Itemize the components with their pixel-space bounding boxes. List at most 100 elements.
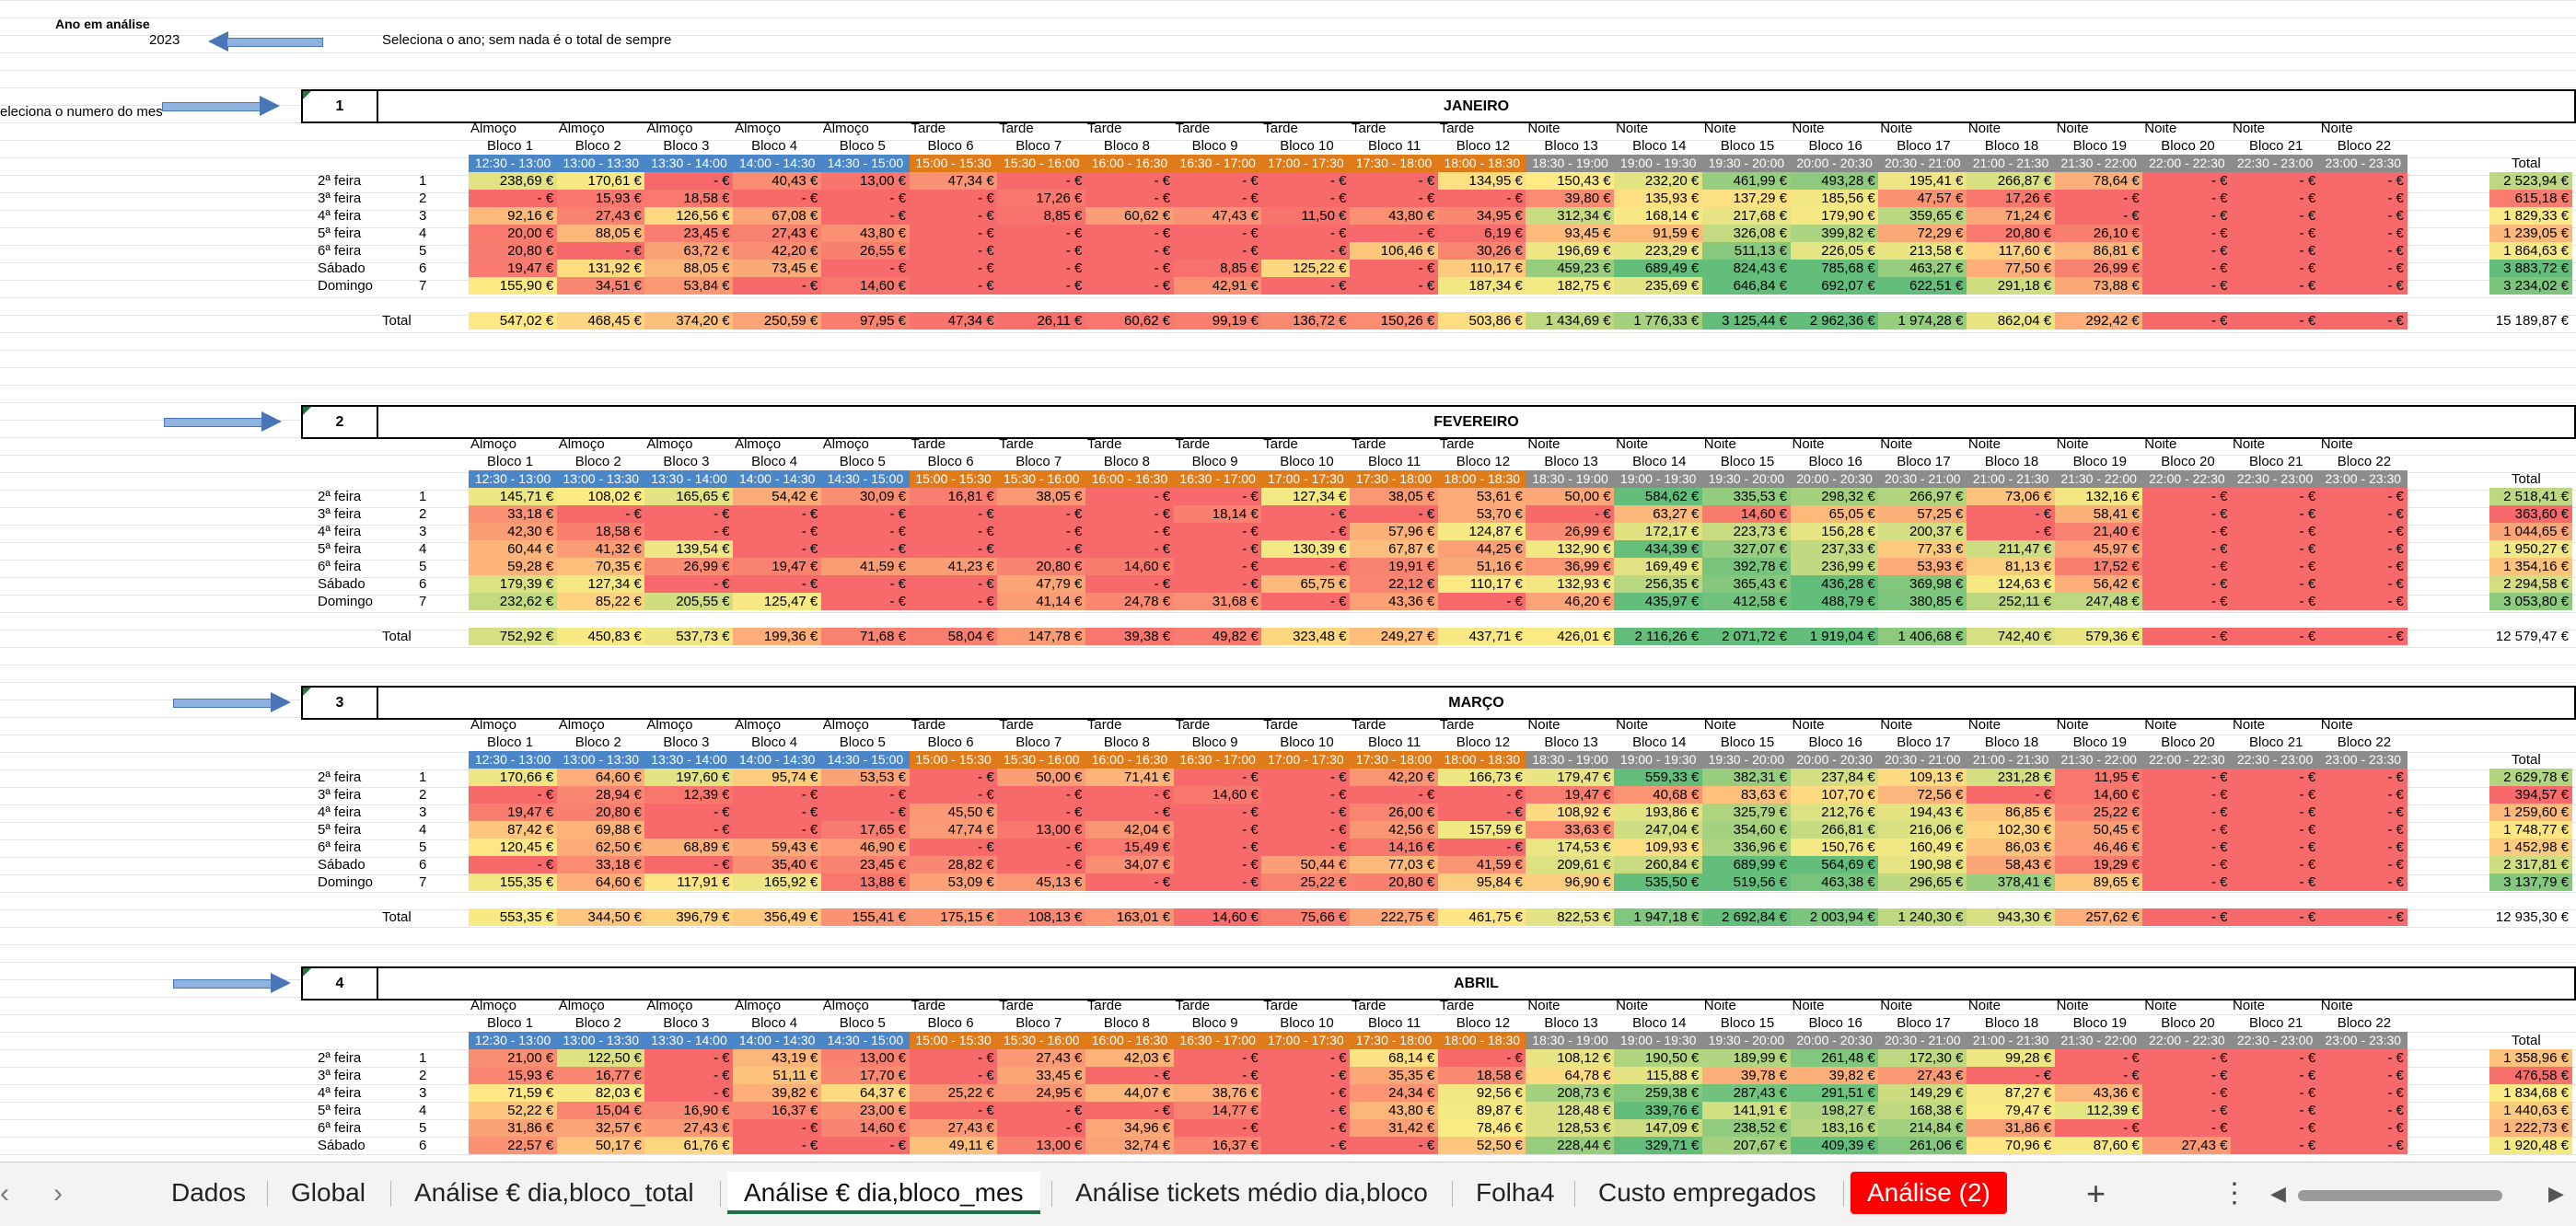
value-cell[interactable]: - € <box>2318 786 2408 804</box>
value-cell[interactable]: 110,17 € <box>1437 260 1526 277</box>
row-total-cell[interactable]: 1 834,68 € <box>2489 1084 2572 1102</box>
value-cell[interactable]: 365,43 € <box>1701 575 1791 593</box>
value-cell[interactable]: 109,13 € <box>1878 769 1967 786</box>
value-cell[interactable]: 20,80 € <box>1966 225 2056 242</box>
value-cell[interactable]: 329,71 € <box>1614 1137 1703 1154</box>
value-cell[interactable]: 27,43 € <box>1878 1067 1967 1084</box>
column-total-cell[interactable]: 2 692,84 € <box>1701 908 1791 926</box>
value-cell[interactable]: - € <box>2142 523 2232 540</box>
value-cell[interactable]: - € <box>733 786 822 804</box>
value-cell[interactable]: 189,99 € <box>1701 1049 1791 1067</box>
value-cell[interactable]: 235,69 € <box>1614 277 1703 295</box>
value-cell[interactable]: 209,61 € <box>1526 856 1615 873</box>
value-cell[interactable]: - € <box>909 207 998 225</box>
value-cell[interactable]: 26,10 € <box>2054 225 2143 242</box>
value-cell[interactable]: 106,46 € <box>1350 242 1439 260</box>
value-cell[interactable]: 127,34 € <box>556 575 645 593</box>
value-cell[interactable]: - € <box>2231 523 2320 540</box>
value-cell[interactable]: 73,45 € <box>733 260 822 277</box>
value-cell[interactable]: - € <box>2231 172 2320 190</box>
value-cell[interactable]: - € <box>2142 593 2232 610</box>
value-cell[interactable]: 85,22 € <box>556 593 645 610</box>
value-cell[interactable]: 17,65 € <box>820 821 910 839</box>
column-total-cell[interactable]: - € <box>2142 628 2232 645</box>
value-cell[interactable]: - € <box>909 242 998 260</box>
value-cell[interactable]: 214,84 € <box>1878 1119 1967 1137</box>
value-cell[interactable]: 27,43 € <box>909 1119 998 1137</box>
value-cell[interactable]: - € <box>2231 804 2320 821</box>
value-cell[interactable]: 259,38 € <box>1614 1084 1703 1102</box>
row-total-cell[interactable]: 2 518,41 € <box>2489 488 2572 505</box>
value-cell[interactable]: 8,85 € <box>1173 260 1262 277</box>
value-cell[interactable]: 32,74 € <box>1085 1137 1175 1154</box>
value-cell[interactable]: - € <box>733 1119 822 1137</box>
value-cell[interactable]: 134,95 € <box>1437 172 1526 190</box>
value-cell[interactable]: - € <box>997 225 1086 242</box>
value-cell[interactable]: 27,43 € <box>997 1049 1086 1067</box>
value-cell[interactable]: - € <box>644 1049 734 1067</box>
value-cell[interactable]: - € <box>1261 1119 1351 1137</box>
value-cell[interactable]: 382,31 € <box>1701 769 1791 786</box>
value-cell[interactable]: 49,11 € <box>909 1137 998 1154</box>
value-cell[interactable]: - € <box>2318 856 2408 873</box>
value-cell[interactable]: 40,68 € <box>1614 786 1703 804</box>
value-cell[interactable]: 183,16 € <box>1790 1119 1879 1137</box>
value-cell[interactable]: 70,96 € <box>1966 1137 2056 1154</box>
column-total-cell[interactable]: 14,60 € <box>1173 908 1262 926</box>
value-cell[interactable]: - € <box>1350 277 1439 295</box>
value-cell[interactable]: 291,51 € <box>1790 1084 1879 1102</box>
value-cell[interactable]: 59,43 € <box>733 839 822 856</box>
value-cell[interactable]: 91,59 € <box>1614 225 1703 242</box>
value-cell[interactable]: 108,02 € <box>556 488 645 505</box>
row-total-cell[interactable]: 2 317,81 € <box>2489 856 2572 873</box>
value-cell[interactable]: - € <box>2231 1137 2320 1154</box>
value-cell[interactable]: 190,50 € <box>1614 1049 1703 1067</box>
value-cell[interactable]: - € <box>1261 786 1351 804</box>
value-cell[interactable]: - € <box>820 540 910 558</box>
value-cell[interactable]: 72,56 € <box>1878 786 1967 804</box>
value-cell[interactable]: 172,30 € <box>1878 1049 1967 1067</box>
sheet-tab-an-lise-2-[interactable]: Análise (2) <box>1851 1172 2007 1214</box>
value-cell[interactable]: - € <box>2231 873 2320 891</box>
value-cell[interactable]: 52,50 € <box>1437 1137 1526 1154</box>
sheet-tab-global[interactable]: Global <box>291 1178 366 1207</box>
value-cell[interactable]: 149,29 € <box>1878 1084 1967 1102</box>
value-cell[interactable]: 120,45 € <box>469 839 558 856</box>
value-cell[interactable]: 38,05 € <box>997 488 1086 505</box>
value-cell[interactable]: 51,11 € <box>733 1067 822 1084</box>
sheet-tab-an-lise-tickets-m-dio-dia-bloco[interactable]: Análise tickets médio dia,bloco <box>1075 1178 1428 1207</box>
value-cell[interactable]: 20,80 € <box>997 558 1086 575</box>
value-cell[interactable]: 34,96 € <box>1085 1119 1175 1137</box>
value-cell[interactable]: 14,60 € <box>820 277 910 295</box>
value-cell[interactable]: 312,34 € <box>1526 207 1615 225</box>
value-cell[interactable]: 493,28 € <box>1790 172 1879 190</box>
row-total-cell[interactable]: 1 748,77 € <box>2489 821 2572 839</box>
value-cell[interactable]: 25,22 € <box>1261 873 1351 891</box>
value-cell[interactable]: 168,14 € <box>1614 207 1703 225</box>
value-cell[interactable]: - € <box>820 190 910 207</box>
value-cell[interactable]: 33,45 € <box>997 1067 1086 1084</box>
value-cell[interactable]: - € <box>997 1119 1086 1137</box>
value-cell[interactable]: 26,55 € <box>820 242 910 260</box>
value-cell[interactable]: 19,47 € <box>469 804 558 821</box>
value-cell[interactable]: 41,59 € <box>820 558 910 575</box>
value-cell[interactable]: - € <box>1261 839 1351 856</box>
value-cell[interactable]: 564,69 € <box>1790 856 1879 873</box>
value-cell[interactable]: - € <box>1173 558 1262 575</box>
value-cell[interactable]: - € <box>1966 505 2056 523</box>
column-total-cell[interactable]: 822,53 € <box>1526 908 1615 926</box>
value-cell[interactable]: - € <box>556 242 645 260</box>
value-cell[interactable]: 14,60 € <box>2054 786 2143 804</box>
value-cell[interactable]: - € <box>909 523 998 540</box>
value-cell[interactable]: - € <box>2142 1084 2232 1102</box>
column-total-cell[interactable]: - € <box>2318 628 2408 645</box>
value-cell[interactable]: 57,96 € <box>1350 523 1439 540</box>
value-cell[interactable]: 81,13 € <box>1966 558 2056 575</box>
value-cell[interactable]: - € <box>820 207 910 225</box>
value-cell[interactable]: 27,43 € <box>2142 1137 2232 1154</box>
value-cell[interactable]: 43,80 € <box>1350 1102 1439 1119</box>
value-cell[interactable]: - € <box>820 505 910 523</box>
value-cell[interactable]: - € <box>1261 1084 1351 1102</box>
value-cell[interactable]: 64,78 € <box>1526 1067 1615 1084</box>
value-cell[interactable]: - € <box>2142 488 2232 505</box>
